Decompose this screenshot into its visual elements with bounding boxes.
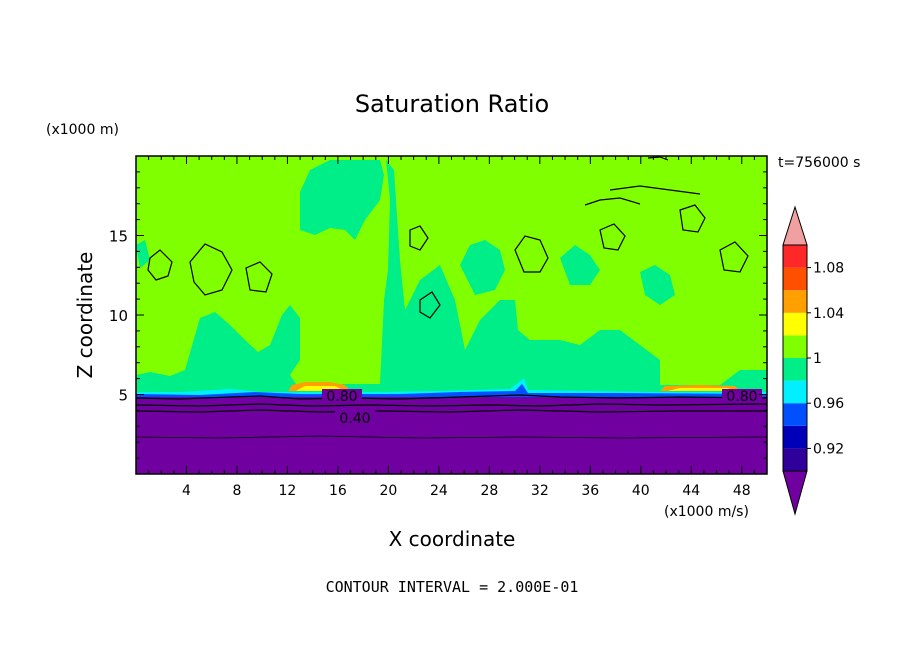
colorbar-band [783,403,807,426]
lower-boundary-blue [136,384,767,398]
x-tick-label: 8 [232,483,241,499]
colorbar-under-triangle [782,470,808,516]
x-tick-label: 44 [682,483,700,499]
y-tick-label: 5 [118,387,128,405]
contour-label-0: 0.80 [326,389,357,405]
colorbar-band [783,380,807,404]
colorbar-tick-label: 1.04 [813,306,844,322]
x-tick-label: 12 [279,483,297,499]
colorbar-band [783,245,807,268]
colorbar-band [783,312,807,336]
x-tick-label: 32 [531,483,549,499]
y-tick-label: 10 [109,307,128,325]
lower-boundary-cyan [136,378,767,396]
plot-area [136,156,767,474]
mid-level-region [136,160,767,392]
x-axis-label: X coordinate [389,527,516,551]
contour-label-group: 0.80 0.40 0.80 [322,389,762,427]
colorbar: 0.92 0.96 1 1.04 1.08 [782,205,844,516]
colorbar-tick-label: 1 [813,351,822,367]
colorbar-band [783,358,807,381]
x-axis: 4 8 12 16 20 24 28 32 36 40 44 48 [148,156,755,499]
y-axis: 5 10 15 [109,171,767,459]
contour-interval-label: CONTOUR INTERVAL = 2.000E-01 [326,578,579,596]
x-tick-label: 20 [379,483,397,499]
colorbar-band [783,448,807,471]
x-tick-label: 28 [480,483,498,499]
x-tick-label: 24 [430,483,448,499]
colorbar-tick-label: 0.92 [813,441,844,457]
contour-label-2: 0.80 [726,389,757,405]
colorbar-band [783,425,807,449]
x-tick-label: 40 [632,483,650,499]
time-label: t=756000 s [778,155,860,171]
x-tick-label: 36 [581,483,599,499]
colorbar-over-triangle [782,205,808,246]
contour-label-1: 0.40 [339,411,370,427]
x-tick-label: 48 [733,483,751,499]
contour-lines [136,156,767,439]
x-tick-label: 4 [182,483,191,499]
colorbar-tick-label: 1.08 [813,261,844,277]
y-unit-label: (x1000 m) [46,122,119,138]
lower-layer-region [136,397,767,474]
cloud-base-peaks [288,382,740,391]
x-tick-label: 16 [329,483,347,499]
y-axis-label: Z coordinate [73,252,97,379]
colorbar-tick-label: 0.96 [813,396,844,412]
colorbar-band [783,335,807,358]
colorbar-band [783,267,807,291]
chart-title: Saturation Ratio [355,90,549,118]
x-unit-label: (x1000 m/s) [664,504,749,520]
y-tick-label: 15 [109,228,128,246]
colorbar-band [783,290,807,313]
